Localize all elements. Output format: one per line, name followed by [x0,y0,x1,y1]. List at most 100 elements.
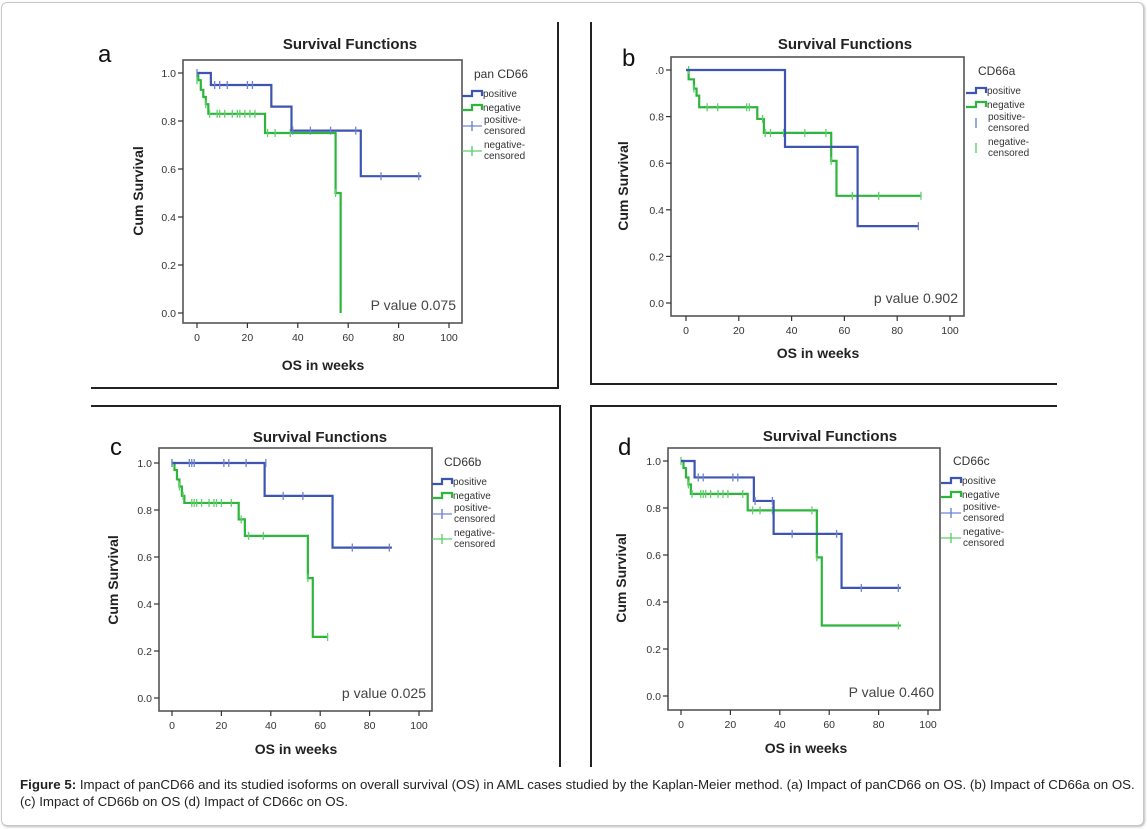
legend-label: censored [454,514,495,525]
legend-label: positive [483,89,517,100]
x-tick-label: 100 [440,332,458,344]
legend-label: censored [988,148,1029,159]
x-tick-label: 60 [342,332,354,344]
y-tick-label: 0.2 [649,251,664,263]
panel-letter: d [618,434,631,461]
x-tick-label: 100 [941,325,959,337]
y-axis-label: Cum Survival [105,535,121,624]
legend-label: positive [453,477,487,488]
x-tick-label: 20 [725,719,737,731]
x-tick-label: 0 [169,720,175,732]
legend-label: negative- [484,140,525,151]
panel-d-top-border [590,405,1057,407]
legend-label: positive- [963,502,1000,513]
survival-curve-positive [172,461,392,549]
figure-caption: Figure 5: Impact of panCD66 and its stud… [20,776,1135,810]
x-tick-label: 80 [873,719,885,731]
panel-letter: c [110,434,122,461]
p-value-annotation: P value 0.075 [371,297,457,313]
chart-title: Survival Functions [283,36,417,53]
legend-label: negative [962,490,1000,501]
legend-label: positive- [454,503,491,514]
caption-text: Impact of panCD66 and its studied isofor… [20,777,1135,809]
legend-label: positive- [988,112,1025,123]
survival-curve-positive [197,71,422,178]
x-axis-label: OS in weeks [777,345,860,361]
legend-label: negative- [454,528,495,539]
legend-label: negative [987,100,1025,111]
plot-area [670,56,965,317]
x-tick-label: 40 [292,332,304,344]
y-axis-label: Cum Survival [615,141,631,230]
y-tick-label: 0.8 [649,112,664,124]
chart-title: Survival Functions [253,429,387,446]
y-tick-label: 0.8 [161,116,176,128]
y-tick-label: 0.8 [646,503,661,515]
x-tick-label: 80 [364,720,376,732]
chart-title: Survival Functions [763,428,897,445]
x-axis-label: OS in weeks [282,357,365,373]
x-tick-label: 60 [839,325,851,337]
legend-title: CD66b [444,455,482,469]
caption-label: Figure 5: [20,777,77,792]
y-tick-label: 0.2 [161,260,176,272]
legend-step-icon [462,89,484,98]
legend-label: negative- [988,137,1029,148]
legend-title: CD66a [978,64,1016,78]
survival-curve-positive [686,68,919,228]
legend-label: censored [963,538,1004,549]
panel-letter: a [98,41,112,68]
y-tick-label: 0.6 [137,552,152,564]
chart-title: Survival Functions [778,36,912,53]
legend-step-icon [462,103,484,112]
legend: positivenegativepositive-censorednegativ… [462,89,525,162]
x-tick-label: 20 [733,325,745,337]
chart-panel-c: c Survival Functions 0.0 0.2 0.4 0.6 0.8 1.0 0 20… [105,429,495,757]
x-tick-label: 80 [891,325,903,337]
y-tick-label: 0.2 [137,646,152,658]
survival-curve-negative [172,461,328,638]
chart-panel-a: a Survival Functions 0.0 0.2 0.4 0.6 0.8 1.0 0 20… [98,36,528,373]
legend-step-icon [432,491,454,500]
y-axis-label: Cum Survival [130,146,146,235]
plot-area [182,59,463,324]
x-tick-label: 0 [678,719,684,731]
x-tick-label: 20 [216,720,228,732]
plot-area [158,447,433,712]
legend-label: positive [987,86,1021,97]
y-tick-label: 0.4 [646,597,661,609]
panel-letter: b [622,45,635,72]
panel-c-right-border [559,405,561,767]
legend-step-icon [966,100,988,109]
y-tick-label: 1.0 [137,458,152,470]
x-tick-label: 0 [194,332,200,344]
legend-step-icon [966,86,988,95]
x-tick-label: 40 [774,719,786,731]
legend-step-icon [432,477,454,486]
y-tick-label: 0.4 [137,599,152,611]
y-tick-label: 0.6 [161,164,176,176]
panel-a-bottom-border [91,387,559,389]
legend-step-icon [941,476,963,485]
y-tick-label: .0 [655,65,664,77]
x-tick-label: 60 [823,719,835,731]
legend-title: CD66c [953,454,990,468]
plot-area [667,447,941,711]
legend-label: censored [484,151,525,162]
x-tick-label: 20 [242,332,254,344]
y-tick-label: 0.6 [649,158,664,170]
chart-panel-b: b Survival Functions 0.0 0.2 0.4 0.6 0.8 .0 0 20 4… [615,36,1029,361]
legend-label: positive- [484,115,521,126]
y-tick-label: 1.0 [646,456,661,468]
legend-label: positive [962,476,996,487]
x-axis-label: OS in weeks [255,741,338,757]
y-tick-label: 0.0 [161,308,176,320]
survival-curve-positive [681,459,901,589]
panel-c-top-border [91,405,561,407]
legend-label: negative [453,491,491,502]
x-tick-label: 100 [919,719,937,731]
x-tick-label: 0 [683,325,689,337]
legend-label: censored [988,123,1029,134]
legend-label: censored [454,539,495,550]
panel-b-left-border [590,22,592,385]
